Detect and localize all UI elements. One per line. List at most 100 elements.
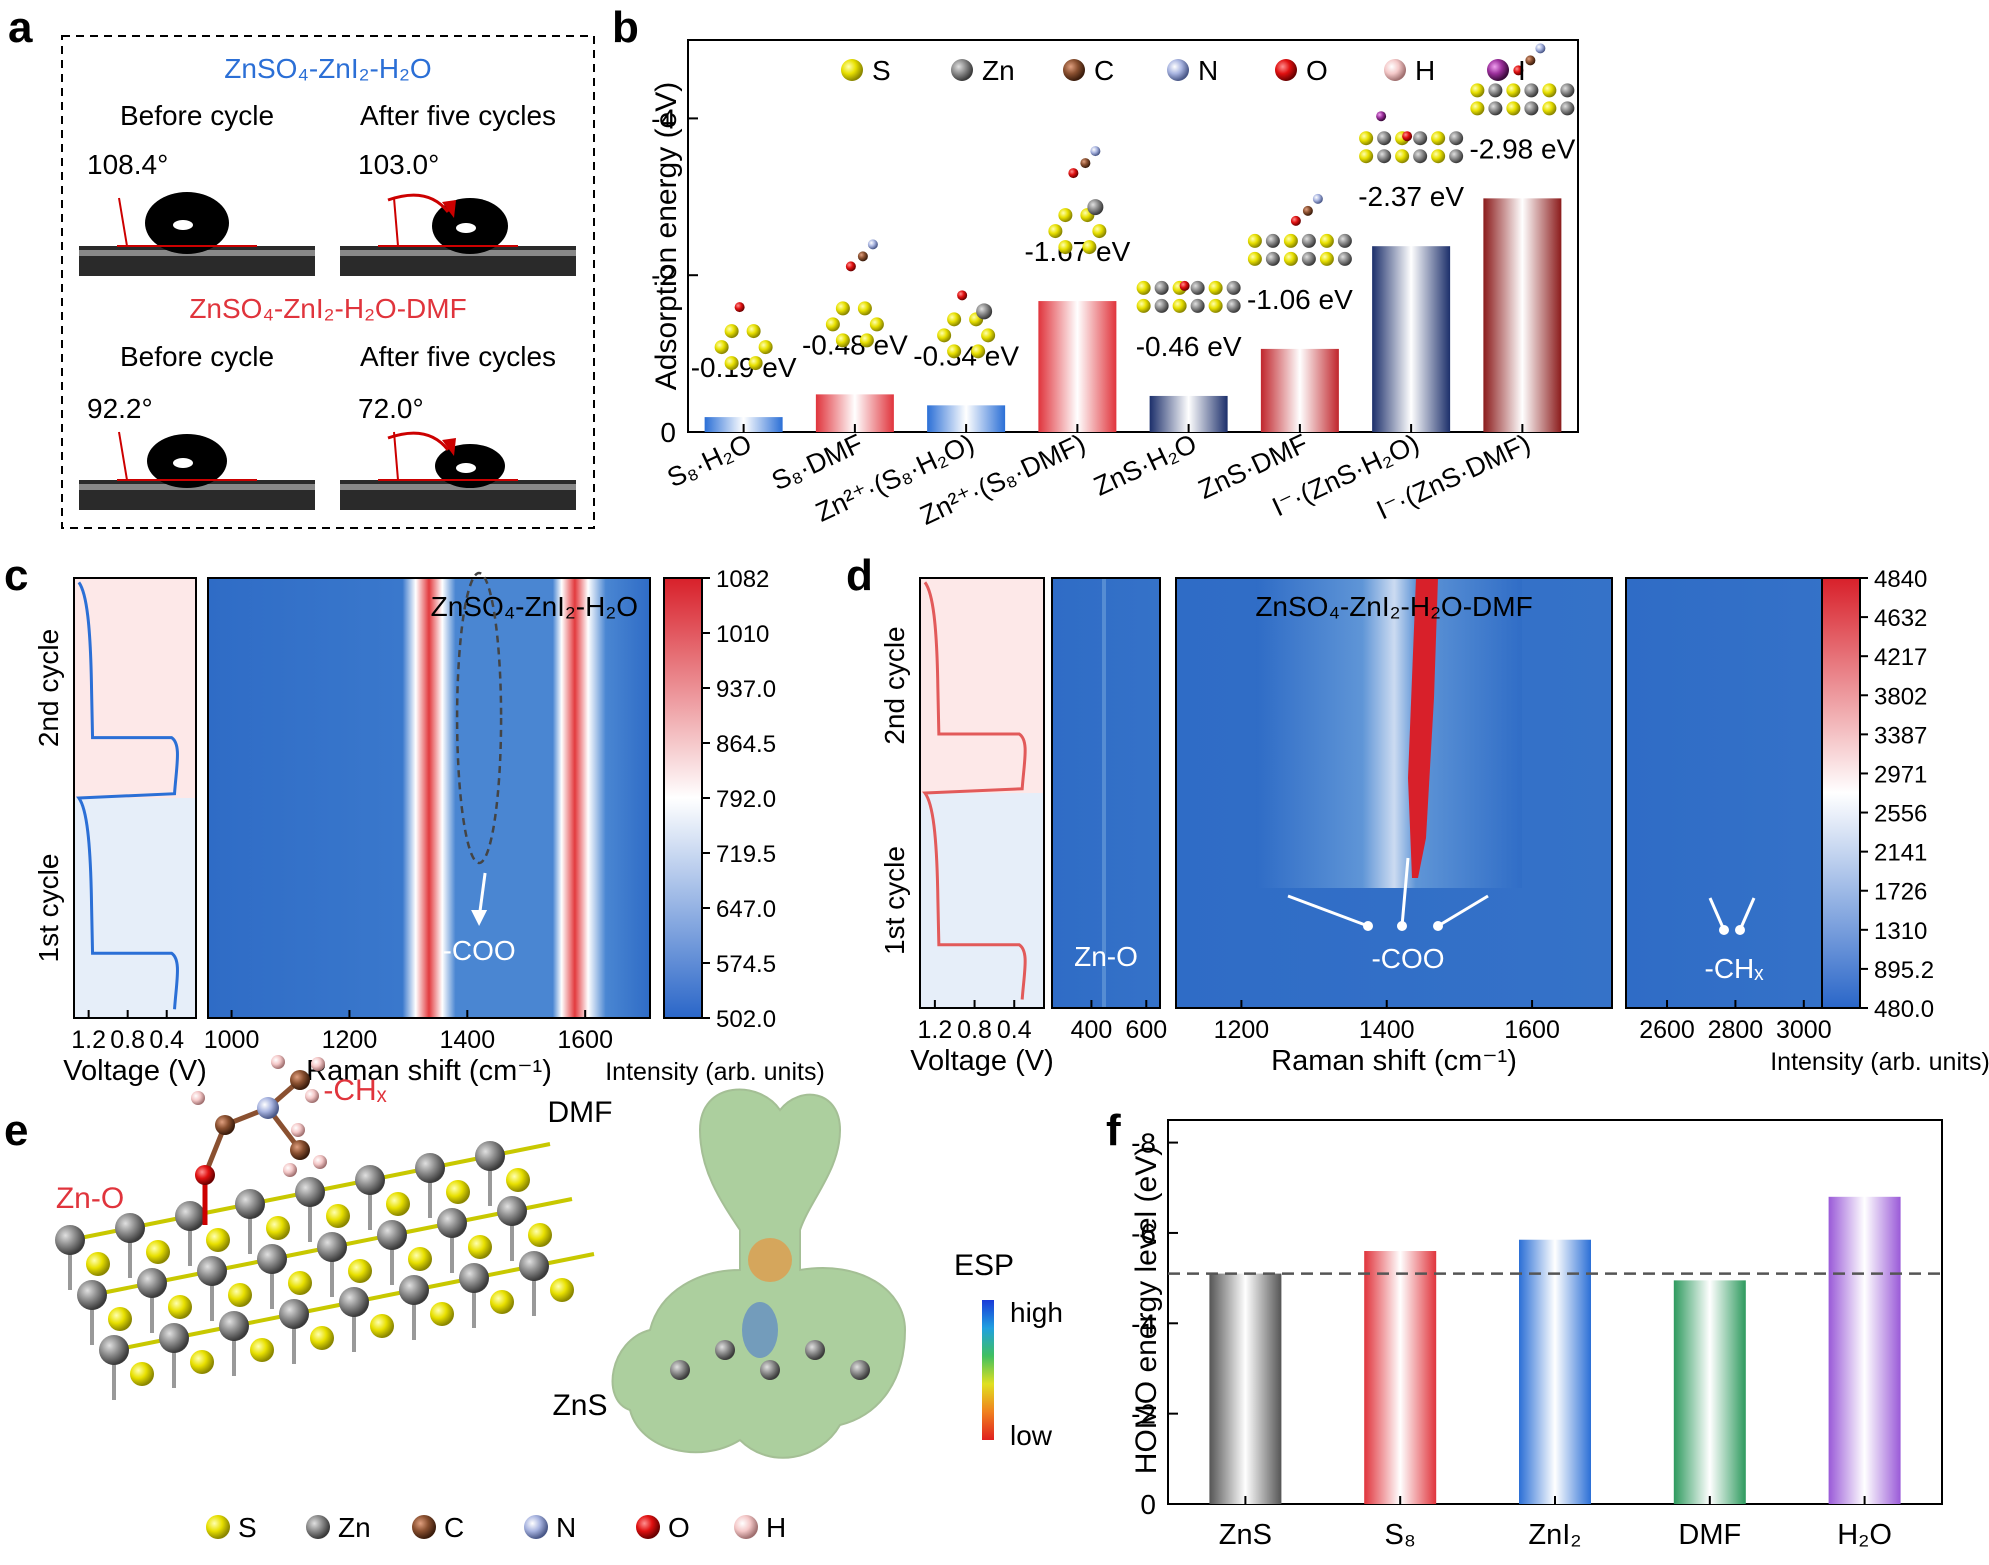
panel-label-b: b: [612, 3, 639, 52]
s-atom: [266, 1216, 290, 1240]
f-category-label-2: ZnI₂: [1528, 1519, 1581, 1551]
zn-atom: [137, 1268, 167, 1298]
h-atom: [313, 1155, 327, 1169]
surface-atom: [1488, 101, 1503, 116]
surface-atom: [1506, 101, 1521, 116]
surface-atom: [1136, 280, 1151, 295]
sulfur-atom: [835, 301, 850, 316]
legend-label-I: I: [1518, 55, 1526, 86]
e-esp-colorbar: [982, 1300, 994, 1440]
panel-b-axes-frame: [687, 39, 1579, 433]
sulfur-atom: [857, 301, 872, 316]
s-atom: [288, 1271, 312, 1295]
e-label-esp: ESP: [954, 1249, 1014, 1282]
contact-angle-3: 72.0°: [358, 393, 424, 424]
surface-atom: [1283, 251, 1298, 266]
carbon-atom: [1302, 205, 1313, 216]
nitrogen-atom: [867, 239, 878, 250]
d-cb-label: 4632: [1874, 605, 1927, 632]
h-atom: [191, 1091, 205, 1105]
d-cb-label: 4217: [1874, 644, 1927, 671]
s-atom: [228, 1283, 252, 1307]
h-atom: [291, 1123, 305, 1137]
b-molecule-4: [1136, 280, 1241, 313]
c-cb-label: 1010: [716, 621, 769, 648]
angle-arrow-head: [442, 438, 456, 456]
d-xtick-label-2: 1400: [1359, 1016, 1415, 1044]
c-cb-label: 719.5: [716, 841, 776, 868]
s-atom: [446, 1180, 470, 1204]
e-legend-label-H: H: [766, 1512, 786, 1543]
nitrogen-atom: [1090, 146, 1101, 157]
surface-atom: [1560, 101, 1575, 116]
b-category-label-4: ZnS·H₂O: [1089, 428, 1201, 501]
d-cb-label: 2971: [1874, 761, 1927, 788]
d-chx-arrow-head-0: [1719, 925, 1729, 935]
surface-atom: [1470, 101, 1485, 116]
d-heatmap-2-frame: [1175, 577, 1613, 1009]
legend-label-S: S: [872, 55, 891, 86]
zinc-atom: [1087, 199, 1104, 216]
surface-atom: [1283, 233, 1298, 248]
e-label-zno: Zn-O: [56, 1182, 124, 1215]
d-cb-label: 2556: [1874, 801, 1927, 828]
surface-atom: [1431, 149, 1446, 164]
droplet-reflection: [456, 463, 476, 473]
sulfur-atom: [748, 356, 763, 371]
legend-ball-I: [1487, 59, 1509, 81]
esp-zn-atom: [850, 1360, 870, 1380]
s-atom: [326, 1204, 350, 1228]
b-bar-7: [1483, 198, 1562, 432]
d-cycle2-bg: [920, 578, 1044, 793]
c-heatmap-frame: [207, 577, 651, 1019]
zn-atom: [55, 1225, 85, 1255]
surface-atom: [1542, 83, 1557, 98]
zn-atom: [175, 1201, 205, 1231]
d-cb-label: 3387: [1874, 722, 1927, 749]
surface-atom: [1190, 298, 1205, 313]
d-cycle1-label: 1st cycle: [879, 846, 910, 955]
sulfur-atom: [1058, 240, 1073, 255]
before-cycle-label-1: Before cycle: [120, 341, 274, 372]
b-bar-5: [1260, 348, 1339, 432]
surface-atom: [1136, 298, 1151, 313]
e-legend-label-N: N: [556, 1512, 576, 1543]
b-value-label-4: -0.46 eV: [1136, 331, 1242, 362]
s-atom: [130, 1362, 154, 1386]
e-label-high: high: [1010, 1297, 1063, 1328]
d-cb-label: 1310: [1874, 918, 1927, 945]
e-legend-label-Zn: Zn: [338, 1512, 371, 1543]
d-cb-label: 895.2: [1874, 957, 1934, 984]
b-value-label-1: -0.48 eV: [802, 329, 908, 360]
d-cb-label: 3802: [1874, 683, 1927, 710]
legend-label-N: N: [1198, 55, 1218, 86]
e-legend-label-S: S: [238, 1512, 257, 1543]
substrate-highlight: [340, 484, 576, 490]
f-bar-3: [1673, 1280, 1746, 1504]
zn-atom: [519, 1251, 549, 1281]
b-value-label-0: -0.19 eV: [691, 352, 797, 383]
c-annotation: -COO: [443, 935, 516, 966]
d-xtick-label-1: 600: [1125, 1016, 1167, 1044]
droplet-reflection: [173, 458, 193, 468]
angle-arrow-head: [442, 200, 456, 218]
surface-atom: [1542, 101, 1557, 116]
b-category-label-0: S₈·H₂O: [663, 428, 757, 493]
c-heatmap: [208, 578, 650, 1018]
s-atom: [348, 1259, 372, 1283]
f-category-label-4: H₂O: [1837, 1519, 1892, 1551]
f-ylabel: HOMO energy level (eV): [1130, 1146, 1163, 1474]
b-molecule-6: [1359, 111, 1464, 164]
b-molecule-0: [714, 302, 773, 371]
tangent-line: [118, 431, 128, 481]
d-cb-label: 1726: [1874, 879, 1927, 906]
oxygen-atom: [845, 261, 856, 272]
d-heatmap-3: [1626, 578, 1838, 1008]
n-atom: [257, 1097, 279, 1119]
angle-arrow: [387, 193, 450, 213]
surface-atom: [1208, 298, 1223, 313]
legend-label-H: H: [1415, 55, 1435, 86]
c-colorbar-label: Intensity (arb. units): [605, 1058, 825, 1086]
c-xlabel: Raman shift (cm⁻¹): [306, 1055, 552, 1087]
sulfur-atom: [981, 328, 996, 343]
